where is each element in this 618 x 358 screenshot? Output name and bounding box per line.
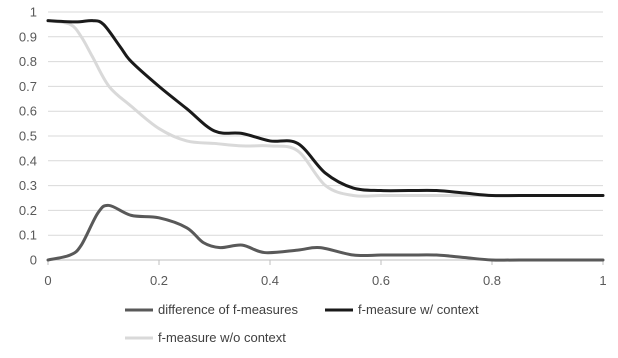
legend-item-without-context: f-measure w/o context [125, 330, 286, 345]
legend-label: f-measure w/o context [158, 330, 286, 345]
y-tick-label: 0.4 [19, 153, 37, 168]
legend-label: f-measure w/ context [358, 302, 479, 317]
y-tick-label: 0.8 [19, 54, 37, 69]
y-tick-label: 0.2 [19, 203, 37, 218]
legend-item-with-context: f-measure w/ context [325, 302, 479, 317]
gridlines [48, 11, 603, 236]
y-tick-label: 0.9 [19, 29, 37, 44]
x-axis-tick-labels: 0 0.2 0.4 0.6 0.8 1 [44, 273, 606, 288]
x-tick-label: 0.4 [261, 273, 279, 288]
y-tick-label: 0.6 [19, 104, 37, 119]
y-tick-label: 0.7 [19, 79, 37, 94]
x-tick-label: 1 [599, 273, 606, 288]
x-tick-label: 0.2 [150, 273, 168, 288]
series-line-with-context [46, 19, 605, 198]
y-tick-label: 0 [30, 253, 37, 268]
series-lines [46, 19, 605, 262]
legend: difference of f-measures f-measure w/ con… [125, 302, 479, 345]
series-line-without-context [46, 19, 605, 198]
legend-label: difference of f-measures [158, 302, 298, 317]
legend-item-difference: difference of f-measures [125, 302, 298, 317]
series-line-difference [46, 203, 605, 262]
y-tick-label: 0.3 [19, 178, 37, 193]
x-tick-label: 0.6 [372, 273, 390, 288]
y-axis-tick-labels: 0 0.1 0.2 0.3 0.4 0.5 0.6 0.7 0.8 0.9 1 [19, 5, 37, 268]
y-tick-label: 1 [30, 5, 37, 20]
x-tick-label: 0 [44, 273, 51, 288]
x-tick-label: 0.8 [483, 273, 501, 288]
y-tick-label: 0.1 [19, 228, 37, 243]
y-tick-label: 0.5 [19, 129, 37, 144]
